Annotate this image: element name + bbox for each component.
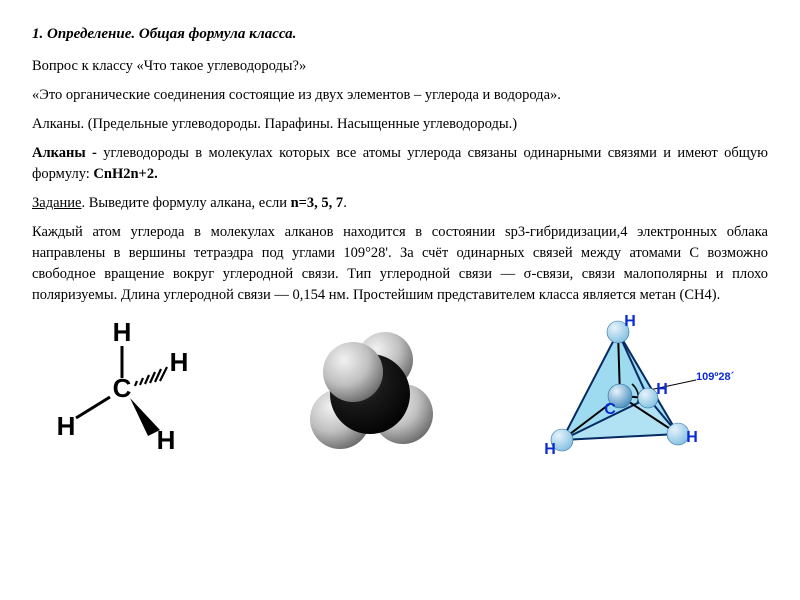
task-label: Задание [32, 195, 81, 211]
structural-formula-icon: C H H H H [42, 314, 212, 464]
spacefill-model-icon [285, 314, 455, 464]
paragraph-task: Задание. Выведите формулу алкана, если n… [32, 193, 768, 214]
paragraph-body: Каждый атом углерода в молекулах алканов… [32, 222, 768, 306]
svg-text:H: H [686, 429, 698, 446]
section-title: 1. Определение. Общая формула класса. [32, 24, 768, 46]
figures-row: C H H H H [32, 314, 768, 464]
paragraph-definition: Алканы - углеводороды в молекулах которы… [32, 143, 768, 185]
definition-formula: CnH2n+2. [93, 166, 157, 182]
svg-text:109º28´: 109º28´ [696, 371, 735, 383]
svg-text:H: H [544, 441, 556, 458]
svg-text:H: H [113, 317, 132, 347]
svg-text:H: H [656, 381, 668, 398]
paragraph-synonyms: Алканы. (Предельные углеводороды. Парафи… [32, 114, 768, 135]
svg-text:H: H [157, 425, 176, 455]
definition-label: Алканы - [32, 145, 103, 161]
svg-text:H: H [57, 411, 76, 441]
task-formula: n=3, 5, 7 [291, 195, 344, 211]
svg-text:C: C [113, 373, 132, 403]
task-body: . Выведите формулу алкана, если [81, 195, 290, 211]
tetrahedron-diagram-icon: H H H H C 109º28´ [528, 314, 758, 464]
svg-text:C: C [604, 401, 616, 418]
svg-text:H: H [624, 314, 636, 330]
svg-text:H: H [170, 347, 189, 377]
task-dot: . [343, 195, 347, 211]
paragraph-question: Вопрос к классу «Что такое углеводороды?… [32, 56, 768, 77]
paragraph-answer: «Это органические соединения состоящие и… [32, 85, 768, 106]
